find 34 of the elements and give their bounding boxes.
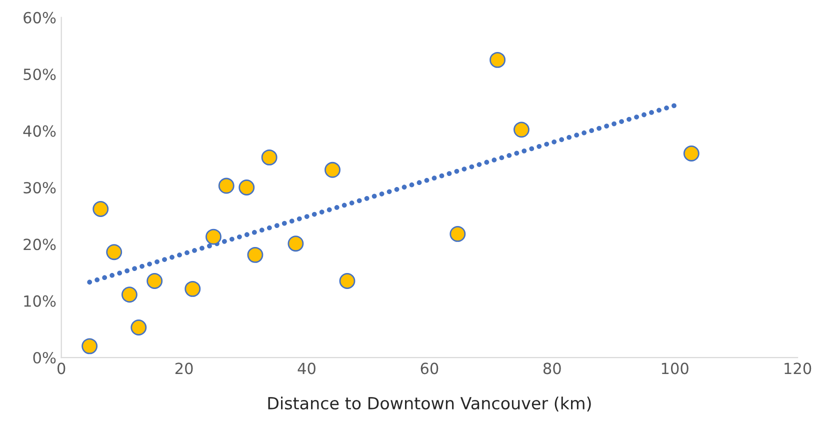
point [82,338,98,354]
y-tick-label: 30% [24,182,56,194]
y-tick-label: 0% [33,352,56,364]
x-tick-label: 0 [57,362,66,374]
point [92,201,109,217]
y-tick-label: 40% [23,125,56,137]
x-tick-label: 80 [543,362,561,374]
x-tick-label: 60 [420,362,438,374]
point [238,180,255,196]
point [683,145,700,162]
point [121,286,138,303]
point [288,236,304,252]
point [184,280,201,297]
x-tick-label: 100 [662,362,688,374]
point [339,273,356,289]
point [146,273,163,289]
y-tick-label: 60% [24,12,56,24]
y-tick-label: 10% [24,295,56,307]
y-tick-label: 20% [24,238,56,250]
x-tick-label: 120 [784,362,812,374]
y-tick-label: 50% [24,68,56,80]
point [206,228,222,245]
point [490,52,506,68]
point [247,246,264,263]
x-axis-title: Distance to Downtown Vancouver (km) [268,396,591,412]
point [450,226,466,242]
point [261,149,278,166]
x-tick-label: 40 [298,362,316,374]
point [106,244,122,260]
point [513,122,530,138]
x-tick-label: 20 [175,362,193,374]
point [218,178,234,194]
point [130,320,147,336]
point [324,162,340,178]
